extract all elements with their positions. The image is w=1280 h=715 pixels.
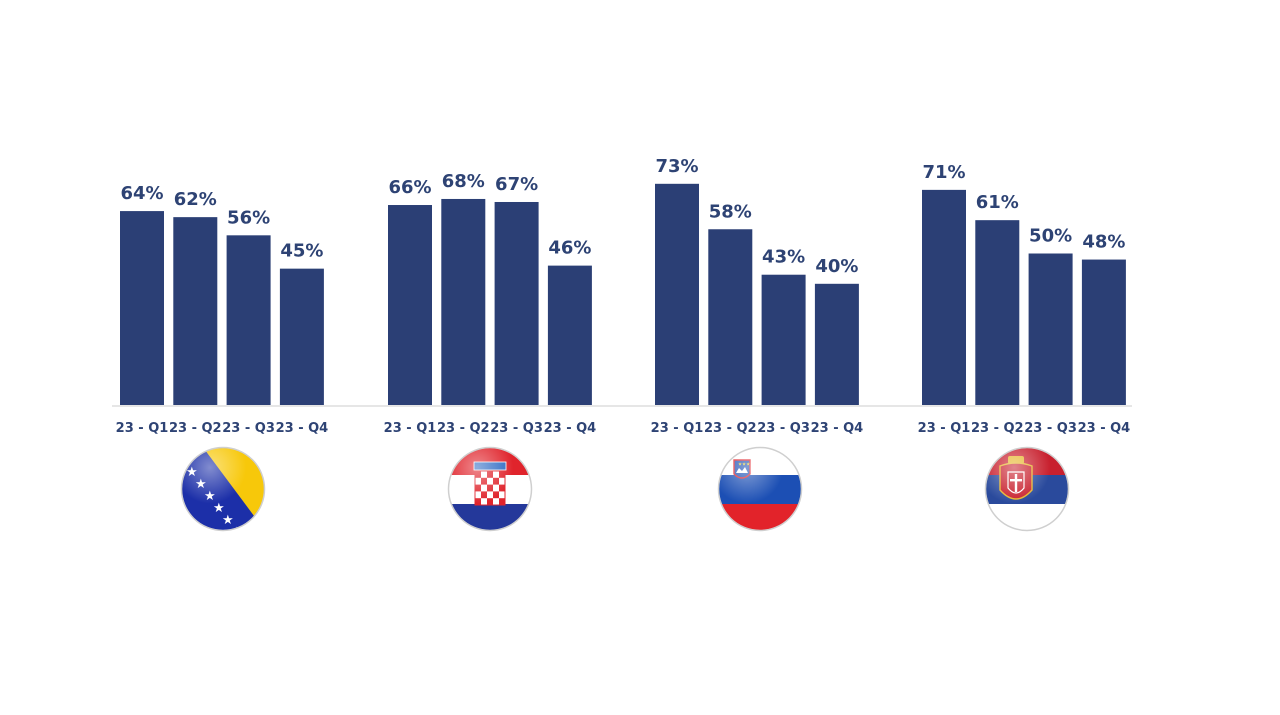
- x-tick-label: 23 - Q3: [490, 421, 543, 436]
- serbia-flag-icon: [984, 446, 1070, 532]
- x-tick-label: 23 - Q1: [918, 421, 971, 436]
- data-label: 56%: [227, 207, 270, 228]
- bars-layer: 64% 23 - Q1 62% 23 - Q2 56% 23 - Q3 45% 23 - Q4…: [116, 156, 1131, 436]
- bar: [441, 198, 486, 405]
- bar-group-1: 64% 23 - Q1 62% 23 - Q2 56% 23 - Q3 45% 23 - Q4: [116, 183, 329, 436]
- data-label: 43%: [762, 247, 805, 268]
- data-label: 58%: [709, 201, 752, 222]
- bar: [120, 211, 164, 405]
- x-tick-label: 23 - Q1: [116, 421, 169, 436]
- x-tick-label: 23 - Q1: [651, 421, 704, 436]
- x-tick-label: 23 - Q1: [384, 421, 437, 436]
- data-label: 73%: [655, 156, 698, 177]
- bar: [494, 201, 539, 405]
- x-tick-label: 23 - Q3: [1024, 421, 1077, 436]
- data-label: 46%: [548, 238, 591, 259]
- data-label: 50%: [1029, 226, 1072, 247]
- data-label: 67%: [495, 174, 538, 195]
- bar: [655, 183, 699, 405]
- bar: [814, 283, 859, 405]
- x-tick-label: 23 - Q4: [544, 421, 597, 436]
- bar: [226, 235, 271, 405]
- slovenia-flag-icon: ★★★: [717, 446, 803, 532]
- bar-group-2: 66% 23 - Q1 68% 23 - Q2 67% 23 - Q3 46% 23 - Q4: [384, 171, 597, 436]
- data-label: 61%: [976, 192, 1019, 213]
- bar: [1028, 253, 1073, 405]
- x-tick-label: 23 - Q4: [1078, 421, 1131, 436]
- x-tick-label: 23 - Q4: [811, 421, 864, 436]
- bar: [1081, 259, 1126, 405]
- bar: [922, 189, 966, 405]
- bar: [279, 268, 324, 405]
- bar: [388, 205, 432, 405]
- data-label: 68%: [442, 171, 485, 192]
- bar-group-3: 73% 23 - Q1 58% 23 - Q2 43% 23 - Q3 40% 23 - Q4: [651, 156, 864, 436]
- data-label: 40%: [815, 256, 858, 277]
- bar: [708, 229, 753, 405]
- x-tick-label: 23 - Q2: [971, 421, 1024, 436]
- bar: [975, 220, 1020, 405]
- croatia-flag-icon: [447, 446, 533, 532]
- x-tick-label: 23 - Q2: [704, 421, 757, 436]
- data-label: 62%: [174, 189, 217, 210]
- x-tick-label: 23 - Q4: [276, 421, 329, 436]
- data-label: 66%: [388, 177, 431, 198]
- data-label: 45%: [280, 241, 323, 262]
- x-tick-label: 23 - Q2: [437, 421, 490, 436]
- bar: [547, 265, 592, 405]
- data-label: 48%: [1082, 232, 1125, 253]
- bosnia-herzegovina-flag-icon: ★ ★ ★ ★ ★ ★: [180, 446, 266, 532]
- bar: [761, 274, 806, 405]
- bar-group-4: 71% 23 - Q1 61% 23 - Q2 50% 23 - Q3 48% 23 - Q4: [918, 162, 1131, 436]
- bar: [173, 217, 218, 405]
- x-tick-label: 23 - Q3: [757, 421, 810, 436]
- x-tick-label: 23 - Q3: [222, 421, 275, 436]
- data-label: 71%: [922, 162, 965, 183]
- data-label: 64%: [120, 183, 163, 204]
- x-tick-label: 23 - Q2: [169, 421, 222, 436]
